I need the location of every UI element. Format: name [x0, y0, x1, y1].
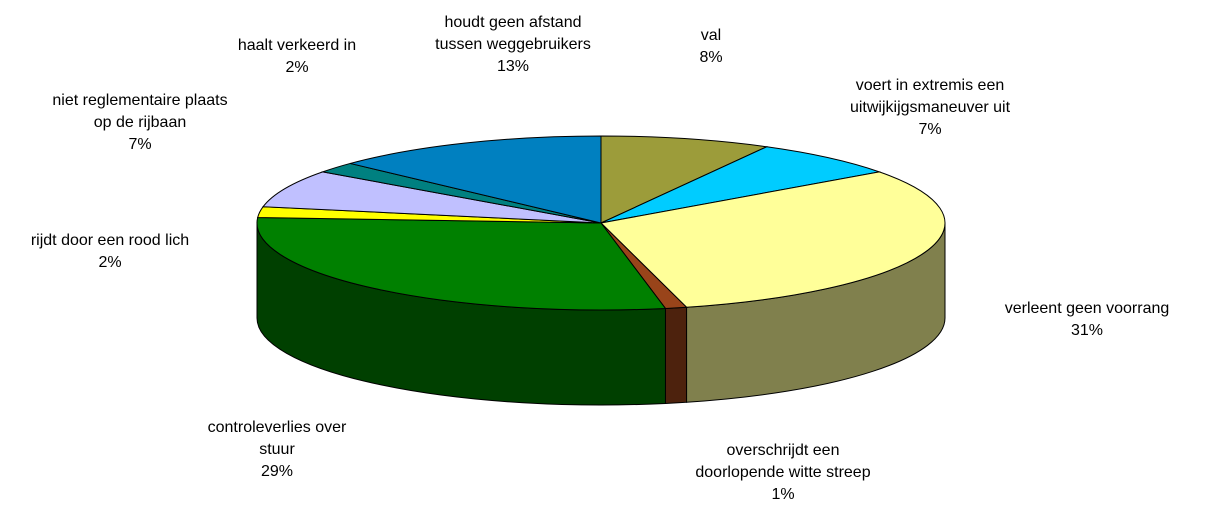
- category-label: rijdt door een rood lich: [30, 232, 190, 249]
- pie-slice: [599, 171, 946, 308]
- value-label: 2%: [285, 59, 309, 76]
- pie-slice: [350, 135, 602, 224]
- category-label: val: [700, 27, 722, 44]
- slice-label: rijdt door een rood lich 2%: [0, 230, 260, 274]
- pie-slice: [256, 217, 667, 311]
- value-label: 13%: [496, 58, 530, 75]
- category-label: niet reglementaire plaats op de rijbaan: [52, 92, 228, 131]
- value-label: 2%: [98, 254, 122, 271]
- slice-label: verleent geen voorrang 31%: [937, 298, 1207, 342]
- category-label: haalt verkeerd in: [237, 37, 357, 54]
- slice-label: voert in extremis een uitwijkijgsmaneuve…: [780, 75, 1080, 141]
- slice-label: controleverlies over stuur 29%: [127, 417, 427, 483]
- value-label: 8%: [699, 49, 723, 66]
- category-label: overschrijdt een doorlopende witte stree…: [695, 442, 871, 481]
- slice-label: houdt geen afstand tussen weggebruikers 1…: [363, 12, 663, 78]
- category-label: voert in extremis een uitwijkijgsmaneuve…: [849, 77, 1011, 116]
- value-label: 7%: [128, 136, 152, 153]
- category-label: houdt geen afstand tussen weggebruikers: [435, 14, 591, 53]
- slice-label: haalt verkeerd in 2%: [147, 35, 447, 79]
- pie-side: [664, 306, 688, 404]
- pie-slice: [600, 135, 769, 224]
- value-label: 7%: [918, 121, 942, 138]
- slice-label: overschrijdt een doorlopende witte stree…: [633, 440, 933, 506]
- pie-slice: [262, 171, 602, 224]
- value-label: 31%: [1070, 322, 1104, 339]
- slice-label: val 8%: [561, 25, 861, 69]
- value-label: 29%: [260, 463, 294, 480]
- pie-slice: [600, 146, 882, 224]
- slice-label: niet reglementaire plaats op de rijbaan 7…: [0, 90, 290, 156]
- category-label: controleverlies over stuur: [207, 419, 347, 458]
- category-label: verleent geen voorrang: [1004, 300, 1170, 317]
- value-label: 1%: [771, 486, 795, 503]
